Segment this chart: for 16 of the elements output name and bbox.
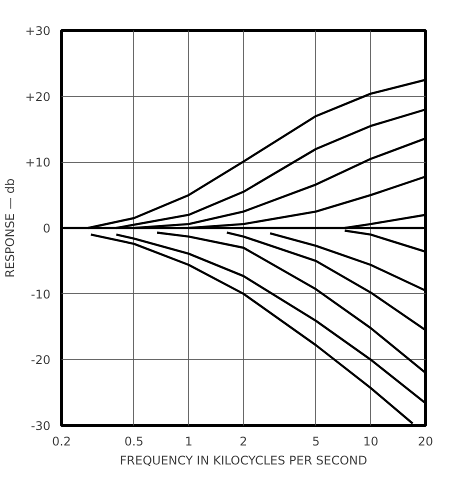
y-tick-label: +10 [25,156,51,170]
x-tick-label: 5 [312,434,320,448]
y-tick-label: -10 [30,287,51,302]
x-tick-label: 2 [240,434,248,448]
x-tick-label: 0.5 [124,434,144,448]
y-tick-label: +30 [25,24,51,38]
y-tick-label: 0 [42,222,51,236]
x-tick-label: 10 [363,434,378,448]
x-tick-label: 0.2 [52,434,72,448]
x-axis-title: FREQUENCY IN KILOCYCLES PER SECOND [120,454,368,468]
y-tick-label: -30 [30,419,51,433]
x-tick-label: 20 [418,434,434,448]
x-tick-label: 1 [184,434,193,448]
y-axis-title: RESPONSE — db [3,178,18,278]
y-tick-label: -20 [30,353,51,368]
y-tick-label: +20 [25,90,51,104]
